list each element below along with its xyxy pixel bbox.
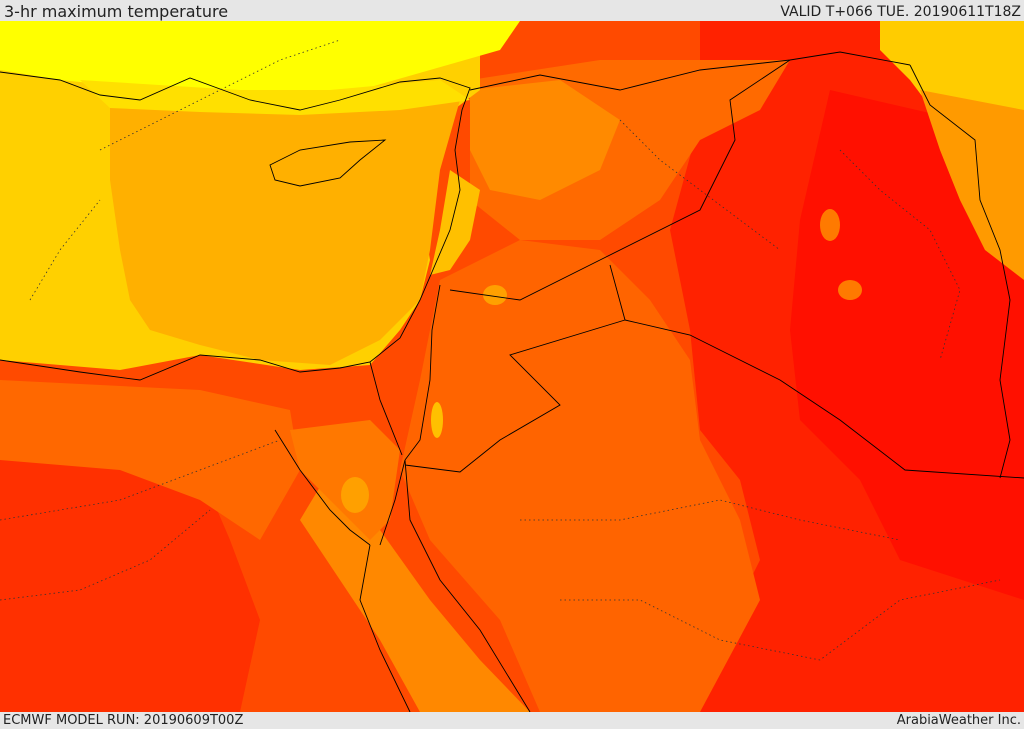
zone-brightest-red-east xyxy=(790,90,1024,600)
zone-egypt-orange xyxy=(0,380,300,540)
map-canvas xyxy=(0,21,1024,712)
cyprus-coast xyxy=(269,139,387,187)
syria-jordan-border xyxy=(449,259,601,301)
mediterranean-coast xyxy=(0,71,471,381)
zone-light-orange-syria xyxy=(470,80,620,200)
map-title: 3-hr maximum temperature xyxy=(4,2,229,21)
credit-label: ArabiaWeather Inc. xyxy=(896,713,1021,728)
zone-turkey-gold xyxy=(80,80,470,115)
turkey-syria-border xyxy=(469,51,911,91)
spot-sinai-high xyxy=(341,477,369,513)
zone-levant-coast xyxy=(430,170,480,275)
zone-turkey-yellow xyxy=(0,21,520,95)
admin-line-8 xyxy=(29,199,101,301)
gulf-of-aqaba xyxy=(379,459,406,546)
footer-bar: ECMWF MODEL RUN: 20190609T00Z ArabiaWeat… xyxy=(0,712,1024,729)
zone-ne-orange xyxy=(920,90,1024,280)
jordan-river xyxy=(404,284,441,461)
iraq-iran-border xyxy=(909,64,1011,479)
zone-mediterranean-amber xyxy=(110,95,460,365)
valid-time-label: VALID T+066 TUE. 20190611T18Z xyxy=(780,4,1021,20)
admin-line-4 xyxy=(560,579,1001,661)
zone-red-sea-band xyxy=(300,470,530,712)
gulf-of-suez xyxy=(274,429,371,546)
spot-jordan-valley xyxy=(483,285,507,305)
syria-iraq-border xyxy=(599,59,791,261)
red-sea-west-coast xyxy=(359,544,411,712)
iraq-saudi-border xyxy=(624,319,1024,479)
egypt-israel-border xyxy=(369,361,403,456)
temperature-map[interactable] xyxy=(0,21,1024,712)
zone-sinai xyxy=(290,420,400,540)
admin-boundaries xyxy=(0,39,1001,661)
zone-orange-central xyxy=(400,240,760,712)
boundaries xyxy=(0,51,1024,712)
header-bar: 3-hr maximum temperature VALID T+066 TUE… xyxy=(0,0,1024,21)
model-run-label: ECMWF MODEL RUN: 20190609T00Z xyxy=(3,713,244,728)
spot-razzaza xyxy=(838,280,862,300)
admin-line-6 xyxy=(839,149,961,361)
spot-dead-sea xyxy=(431,402,443,438)
spot-tharthar xyxy=(820,209,840,241)
red-sea-east-coast xyxy=(404,459,531,712)
